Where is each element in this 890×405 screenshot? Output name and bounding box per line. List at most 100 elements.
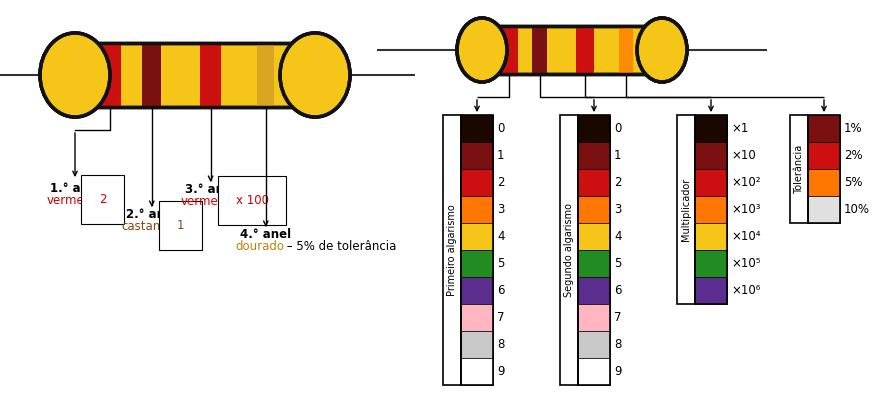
Bar <box>75 43 315 107</box>
Text: 0: 0 <box>497 122 505 135</box>
Text: dourado: dourado <box>236 240 285 253</box>
Bar <box>461 169 493 196</box>
Bar <box>695 115 727 142</box>
Bar <box>500 26 518 73</box>
Text: vermelho: vermelho <box>47 194 102 207</box>
Bar <box>560 115 578 385</box>
Bar <box>695 196 727 223</box>
Bar <box>790 115 808 223</box>
Text: 2%: 2% <box>844 149 862 162</box>
Bar <box>461 142 493 169</box>
Text: 2: 2 <box>497 176 505 189</box>
Bar <box>578 304 610 331</box>
Bar <box>461 115 493 385</box>
Text: 8: 8 <box>614 338 621 351</box>
Bar <box>576 26 594 73</box>
Bar <box>199 43 222 107</box>
Ellipse shape <box>637 18 687 82</box>
Text: 1%: 1% <box>844 122 862 135</box>
Bar <box>619 26 633 73</box>
Text: Segundo algarismo: Segundo algarismo <box>564 203 574 297</box>
Text: 9: 9 <box>497 365 505 378</box>
Text: 6: 6 <box>614 284 621 297</box>
Bar <box>461 304 493 331</box>
Text: ×10²: ×10² <box>731 176 760 189</box>
Text: castanho: castanho <box>122 220 175 233</box>
Text: 5: 5 <box>614 257 621 270</box>
Text: 5%: 5% <box>844 176 862 189</box>
Text: 9: 9 <box>614 365 621 378</box>
Text: 1: 1 <box>497 149 505 162</box>
Ellipse shape <box>280 33 350 117</box>
Bar <box>695 142 727 169</box>
Text: 6: 6 <box>497 284 505 297</box>
Bar <box>578 115 610 385</box>
Bar <box>142 43 161 107</box>
Text: 1.° anel: 1.° anel <box>50 182 101 195</box>
Text: 8: 8 <box>497 338 505 351</box>
Text: 7: 7 <box>614 311 621 324</box>
Text: –: – <box>91 194 101 207</box>
Bar <box>808 196 840 223</box>
Bar <box>578 223 610 250</box>
Bar <box>695 169 727 196</box>
Text: 1: 1 <box>177 219 184 232</box>
Bar <box>257 43 274 107</box>
Bar <box>461 223 493 250</box>
Ellipse shape <box>457 18 507 82</box>
Text: ×10³: ×10³ <box>731 203 760 216</box>
Bar <box>808 169 840 196</box>
Text: 5: 5 <box>497 257 505 270</box>
Bar <box>532 26 546 73</box>
Bar <box>99 43 121 107</box>
Text: ×10: ×10 <box>731 149 756 162</box>
Bar <box>443 115 461 385</box>
Bar <box>461 115 493 142</box>
Bar <box>578 196 610 223</box>
Bar <box>808 115 840 142</box>
Text: 2: 2 <box>614 176 621 189</box>
Bar <box>695 277 727 304</box>
Ellipse shape <box>40 33 110 117</box>
Bar <box>578 169 610 196</box>
Text: ×10⁴: ×10⁴ <box>731 230 760 243</box>
Text: 4: 4 <box>614 230 621 243</box>
Text: 2: 2 <box>99 193 107 206</box>
Text: Multiplicador: Multiplicador <box>681 178 691 241</box>
Bar <box>808 142 840 169</box>
Text: 3: 3 <box>497 203 505 216</box>
Bar <box>695 223 727 250</box>
Ellipse shape <box>457 18 507 82</box>
Text: x 100: x 100 <box>236 194 269 207</box>
Bar <box>461 196 493 223</box>
Text: – 5% de tolerância: – 5% de tolerância <box>283 240 396 253</box>
Bar <box>461 277 493 304</box>
Text: Primeiro algarismo: Primeiro algarismo <box>447 204 457 296</box>
Bar <box>578 331 610 358</box>
Ellipse shape <box>637 18 687 82</box>
Ellipse shape <box>280 33 350 117</box>
Text: ×1: ×1 <box>731 122 748 135</box>
Text: 4: 4 <box>497 230 505 243</box>
Bar <box>695 250 727 277</box>
Text: 1: 1 <box>614 149 621 162</box>
Text: 3.° anel: 3.° anel <box>185 183 236 196</box>
Text: 4.° anel: 4.° anel <box>240 228 291 241</box>
Bar <box>461 331 493 358</box>
Bar <box>578 142 610 169</box>
Text: 10%: 10% <box>844 203 870 216</box>
Text: –: – <box>228 195 238 208</box>
Ellipse shape <box>40 33 110 117</box>
Text: 3: 3 <box>614 203 621 216</box>
Bar <box>461 250 493 277</box>
Bar <box>808 115 840 223</box>
Bar <box>461 358 493 385</box>
Bar <box>578 115 610 142</box>
Bar <box>578 250 610 277</box>
Text: vermelho: vermelho <box>181 195 237 208</box>
Bar <box>677 115 695 304</box>
Text: ×10⁶: ×10⁶ <box>731 284 760 297</box>
Bar <box>482 26 662 74</box>
Text: Tolerância: Tolerância <box>794 144 804 194</box>
Text: ×10⁵: ×10⁵ <box>731 257 760 270</box>
